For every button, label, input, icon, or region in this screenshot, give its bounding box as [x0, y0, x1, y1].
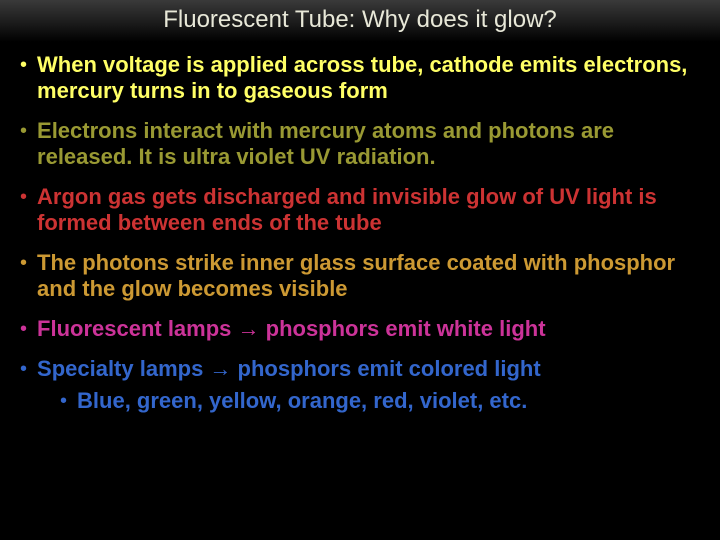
- bullet-icon: •: [60, 388, 67, 414]
- bullet-icon: •: [20, 316, 27, 342]
- bullet-item: • Argon gas gets discharged and invisibl…: [20, 184, 700, 236]
- bullet-item: • Specialty lamps → phosphors emit color…: [20, 356, 700, 382]
- bullet-icon: •: [20, 356, 27, 382]
- sub-bullet-text: Blue, green, yellow, orange, red, violet…: [77, 388, 527, 414]
- bullet-icon: •: [20, 250, 27, 276]
- bullet-item: • The photons strike inner glass surface…: [20, 250, 700, 302]
- bullet-icon: •: [20, 184, 27, 210]
- bullet-item: • Fluorescent lamps → phosphors emit whi…: [20, 316, 700, 342]
- bullet-icon: •: [20, 52, 27, 78]
- bullet-icon: •: [20, 118, 27, 144]
- bullet-text: The photons strike inner glass surface c…: [37, 250, 700, 302]
- bullet-item: • Electrons interact with mercury atoms …: [20, 118, 700, 170]
- bullet-text: Electrons interact with mercury atoms an…: [37, 118, 700, 170]
- bullet-text: Specialty lamps → phosphors emit colored…: [37, 356, 541, 382]
- title-bar: Fluorescent Tube: Why does it glow?: [0, 0, 720, 42]
- bullet-text: Argon gas gets discharged and invisible …: [37, 184, 700, 236]
- bullet-text: Fluorescent lamps → phosphors emit white…: [37, 316, 546, 342]
- bullet-item: • When voltage is applied across tube, c…: [20, 52, 700, 104]
- slide-title: Fluorescent Tube: Why does it glow?: [0, 6, 720, 34]
- bullet-text: When voltage is applied across tube, cat…: [37, 52, 700, 104]
- sub-bullet-item: • Blue, green, yellow, orange, red, viol…: [60, 388, 700, 414]
- slide-content: • When voltage is applied across tube, c…: [0, 42, 720, 414]
